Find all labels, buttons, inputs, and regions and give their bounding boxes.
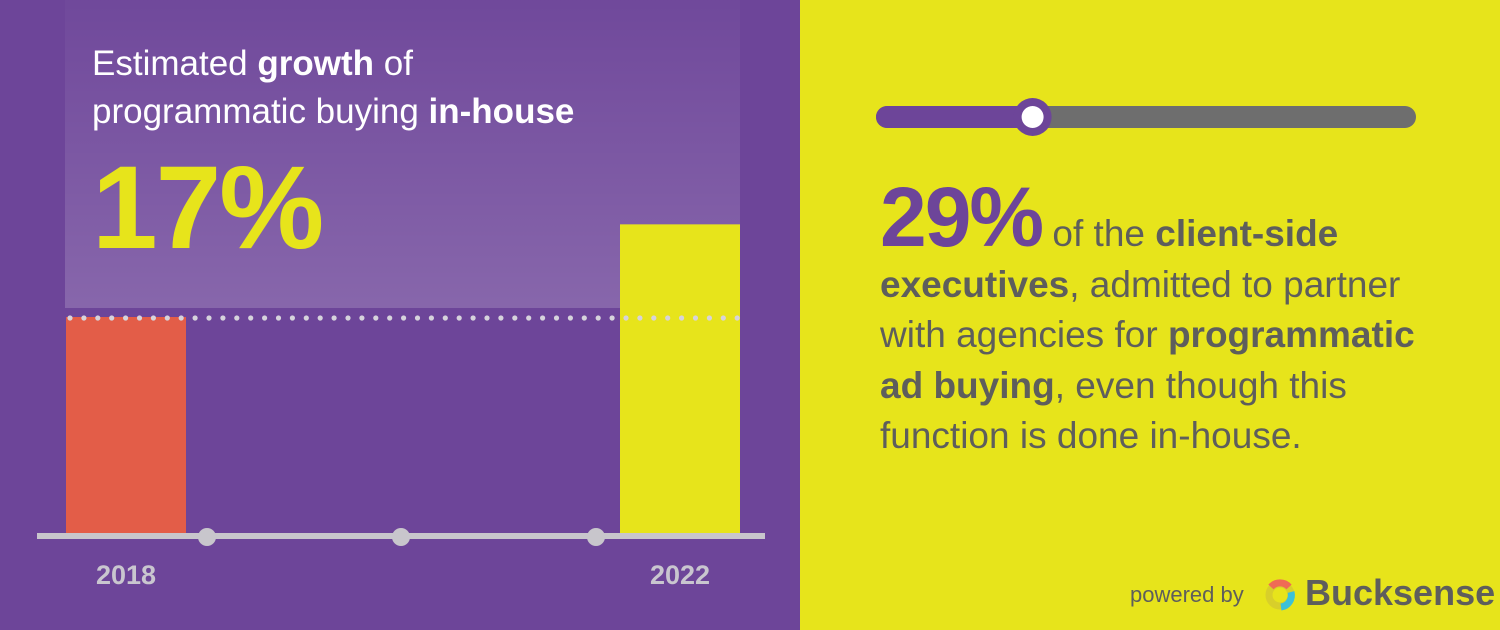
stat-bold: client-side executives — [880, 213, 1339, 305]
reference-dot — [553, 315, 560, 321]
bar-chart — [37, 224, 765, 546]
reference-dot — [289, 315, 295, 321]
progress-slider — [876, 98, 1416, 136]
axis-marker — [198, 528, 216, 546]
reference-dot — [498, 315, 504, 321]
reference-dot — [401, 315, 407, 321]
reference-dot — [720, 315, 726, 321]
reference-dot — [484, 315, 490, 321]
reference-dot — [109, 315, 115, 321]
reference-dot — [609, 315, 615, 321]
stat-text-part: , even though this function is done in-h… — [880, 364, 1347, 457]
reference-dot — [331, 315, 337, 321]
reference-dot — [706, 315, 713, 321]
reference-dot — [734, 315, 740, 321]
tick-label-2022: 2022 — [649, 560, 711, 590]
reference-dot — [387, 315, 393, 321]
tick-label-2018: 2018 — [95, 560, 157, 590]
stat-panel — [800, 0, 1500, 630]
reference-dot — [567, 315, 574, 321]
reference-dot — [651, 315, 657, 321]
reference-dot — [303, 315, 309, 321]
bar-2022 — [620, 224, 740, 535]
reference-dot — [512, 315, 518, 321]
chart-title: Estimated growth of programmatic buying … — [92, 40, 574, 136]
powered-by-text: powered by — [1130, 582, 1244, 607]
reference-dot — [595, 315, 601, 321]
title-text: programmatic buying — [92, 92, 429, 131]
bucksense-logo: Bucksense — [1305, 572, 1496, 613]
reference-dot — [178, 315, 184, 321]
reference-dot — [540, 315, 546, 321]
reference-dot — [581, 315, 587, 321]
reference-dot — [345, 315, 351, 321]
reference-dot — [373, 315, 379, 321]
reference-dot — [470, 315, 476, 321]
stat-text-part: , admitted to partner with agencies for — [880, 263, 1401, 356]
slider-knob-center — [1021, 106, 1044, 128]
stat-text: 29% of the client-side executives, admit… — [880, 175, 1460, 462]
reference-dot — [192, 315, 198, 321]
reference-dot — [248, 315, 254, 321]
stat-percent: 29% — [880, 170, 1044, 264]
reference-dot — [428, 315, 434, 321]
axis-marker — [392, 528, 410, 546]
title-text: Estimated — [92, 44, 258, 83]
reference-dot — [414, 315, 421, 321]
reference-dot — [359, 315, 365, 321]
reference-dot — [136, 315, 143, 321]
axis-marker — [587, 528, 605, 546]
reference-dot — [206, 315, 212, 321]
reference-dot — [150, 315, 156, 321]
slider-fill — [876, 106, 1044, 128]
reference-dot — [81, 315, 87, 321]
reference-dot — [456, 315, 462, 321]
reference-dot — [526, 315, 532, 321]
reference-dot — [234, 315, 240, 321]
growth-value: 17% — [92, 142, 324, 274]
title-text: of — [374, 44, 413, 83]
reference-dot — [679, 315, 685, 321]
reference-dot — [220, 315, 226, 321]
stat-bold: programmatic ad buying — [880, 314, 1415, 406]
title-bold: growth — [257, 44, 374, 83]
reference-dot — [637, 315, 643, 321]
bar-2018 — [66, 317, 186, 535]
stat-text-part: of the — [1042, 213, 1156, 254]
reference-dot — [665, 315, 671, 321]
reference-dot — [67, 315, 73, 321]
reference-dot — [692, 315, 699, 321]
reference-dot — [442, 315, 448, 321]
reference-dot — [275, 315, 282, 321]
title-bold: in-house — [428, 92, 575, 131]
reference-dot — [623, 315, 629, 321]
reference-dot — [95, 315, 101, 321]
chart-panel: Estimated growth of programmatic buying … — [0, 0, 800, 630]
reference-dot — [317, 315, 323, 321]
reference-dot — [262, 315, 268, 321]
reference-dot — [164, 315, 170, 321]
bucksense-gear-icon — [1265, 579, 1295, 611]
reference-dot — [123, 315, 129, 321]
